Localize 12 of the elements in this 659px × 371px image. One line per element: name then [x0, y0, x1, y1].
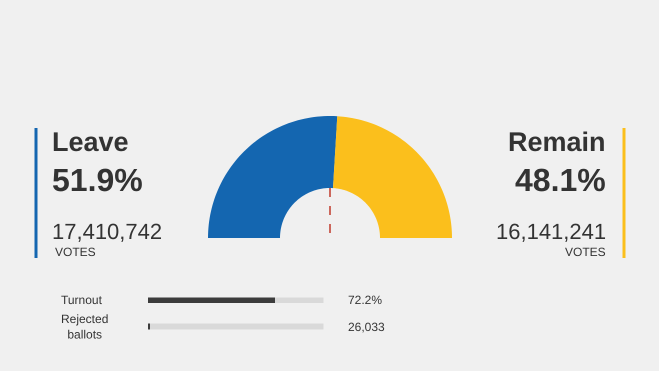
text: VOTES	[55, 245, 96, 259]
text: 26,033	[348, 320, 385, 334]
data-label: 51.9%	[52, 162, 143, 198]
text: 16,141,241	[496, 219, 606, 244]
text: VOTES	[565, 245, 606, 259]
y-tick-label: Turnout	[61, 293, 103, 307]
slice-label: Leave	[52, 127, 129, 157]
slice-label: Remain	[508, 127, 606, 157]
text: 17,410,742	[52, 219, 162, 244]
data-label: 48.1%	[515, 162, 606, 198]
text: 72.2%	[348, 293, 382, 307]
y-tick-label: Rejected ballots	[61, 312, 108, 342]
